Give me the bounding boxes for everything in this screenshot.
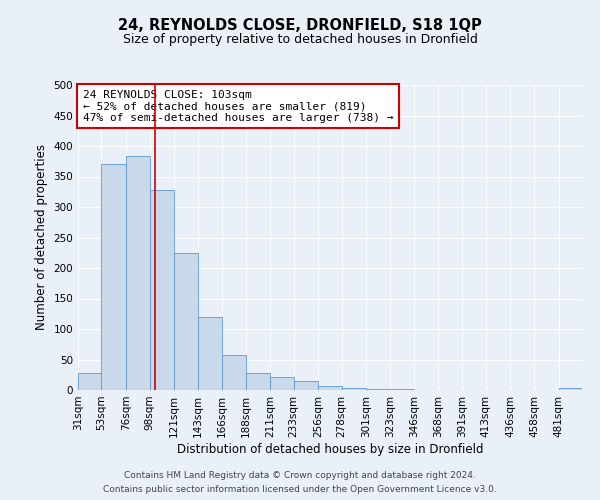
Bar [293,381,318,390]
Bar [559,388,582,390]
Bar [270,377,293,390]
Bar [126,156,149,390]
Bar [222,354,245,390]
Text: Contains public sector information licensed under the Open Government Licence v3: Contains public sector information licen… [103,484,497,494]
Bar [318,386,342,390]
Bar [174,253,197,390]
X-axis label: Distribution of detached houses by size in Dronfield: Distribution of detached houses by size … [177,442,483,456]
Bar [342,388,367,390]
Text: 24, REYNOLDS CLOSE, DRONFIELD, S18 1QP: 24, REYNOLDS CLOSE, DRONFIELD, S18 1QP [118,18,482,32]
Text: 24 REYNOLDS CLOSE: 103sqm
← 52% of detached houses are smaller (819)
47% of semi: 24 REYNOLDS CLOSE: 103sqm ← 52% of detac… [83,90,394,123]
Bar [101,164,126,390]
Bar [149,190,174,390]
Text: Contains HM Land Registry data © Crown copyright and database right 2024.: Contains HM Land Registry data © Crown c… [124,472,476,480]
Bar [197,317,222,390]
Bar [78,373,101,390]
Bar [367,389,390,390]
Text: Size of property relative to detached houses in Dronfield: Size of property relative to detached ho… [122,32,478,46]
Bar [245,373,270,390]
Y-axis label: Number of detached properties: Number of detached properties [35,144,48,330]
